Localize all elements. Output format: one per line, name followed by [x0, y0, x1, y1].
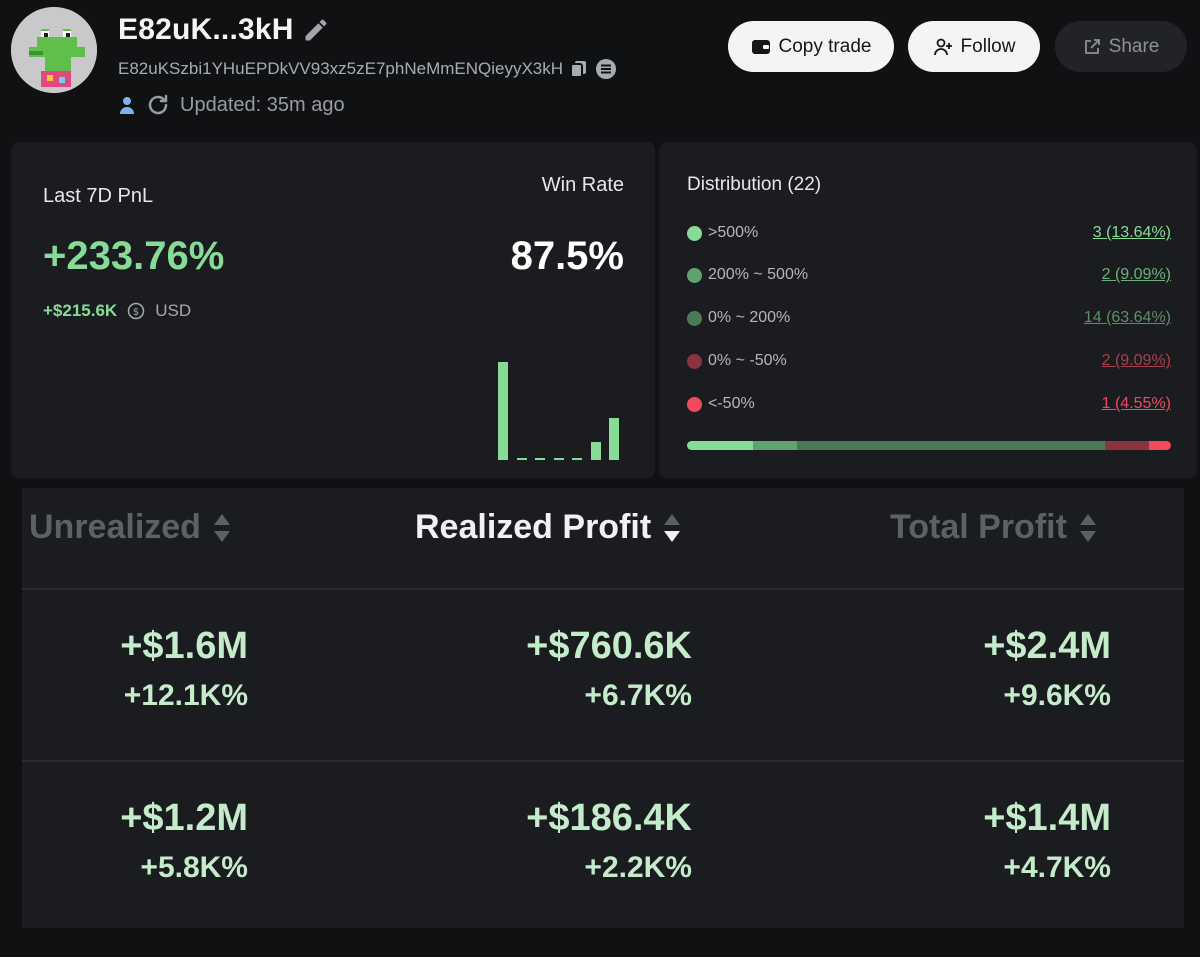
distribution-bar-segment [1149, 441, 1171, 450]
pnl-histogram-bar [572, 458, 582, 460]
pixel-frog-avatar-icon [11, 7, 97, 93]
distribution-label: >500% [708, 224, 759, 241]
distribution-title: Distribution (22) [687, 174, 822, 195]
table-cell-realized: +$186.4K +2.2K% [432, 794, 692, 888]
pnl-value: +233.76% [43, 234, 225, 278]
unrealized-header[interactable]: Unrealized [29, 508, 233, 547]
user-icon [120, 97, 134, 114]
currency-toggle-icon[interactable]: $ [127, 302, 145, 320]
unrealized-value: +$1.2M [120, 797, 248, 839]
refresh-icon[interactable] [146, 93, 170, 117]
distribution-row: >500% 3 (13.64%) [687, 224, 1171, 242]
table-cell-total: +$2.4M +9.6K% [851, 622, 1111, 716]
wallet-address: E82uKSzbi1YHuEPDkVV93xz5zE7phNeMmENQieyy… [118, 59, 564, 78]
distribution-value[interactable]: 2 (9.09%) [1101, 352, 1171, 369]
distribution-label: 0% ~ 200% [708, 309, 791, 326]
copy-trade-button[interactable]: Copy trade [728, 21, 894, 72]
share-label: Share [1108, 35, 1160, 57]
total-value: +$1.4M [983, 797, 1111, 839]
distribution-row: 0% ~ 200% 14 (63.64%) [687, 309, 1171, 327]
follow-button[interactable]: Follow [908, 21, 1040, 72]
distribution-label: 200% ~ 500% [708, 266, 809, 283]
distribution-dot-icon [687, 225, 702, 241]
distribution-row: <-50% 1 (4.55%) [687, 395, 1171, 413]
pnl-panel: Last 7D PnL +233.76% +$215.6K $ USD Win … [11, 142, 655, 478]
realized-profit-header[interactable]: Realized Profit [415, 508, 683, 547]
total-profit-header-label: Total Profit [890, 508, 1067, 546]
wallet-icon [751, 39, 770, 54]
realized-percent: +6.7K% [584, 679, 692, 712]
distribution-value[interactable]: 1 (4.55%) [1101, 395, 1171, 412]
distribution-value[interactable]: 2 (9.09%) [1101, 266, 1171, 283]
wallet-name: E82uK...3kH [118, 13, 294, 46]
total-percent: +4.7K% [1003, 851, 1111, 884]
unrealized-percent: +12.1K% [123, 679, 248, 712]
unrealized-header-label: Unrealized [29, 508, 201, 546]
pnl-histogram-bar [535, 458, 545, 460]
distribution-bar-segment [687, 441, 753, 450]
realized-value: +$760.6K [526, 625, 692, 667]
external-link-icon [1084, 38, 1100, 54]
distribution-value[interactable]: 3 (13.64%) [1092, 224, 1171, 241]
table-cell-unrealized: +$1.6M +12.1K% [0, 622, 248, 716]
distribution-dot-icon [687, 267, 702, 283]
pnl-histogram-bar [590, 442, 601, 460]
distribution-row: 200% ~ 500% 2 (9.09%) [687, 266, 1171, 284]
distribution-bar-segment [797, 441, 1105, 450]
solana-icon [596, 59, 617, 79]
win-rate-value: 87.5% [510, 234, 624, 278]
distribution-panel: Distribution (22) >500% 3 (13.64%) 200% … [659, 142, 1197, 478]
address-row: E82uKSzbi1YHuEPDkVV93xz5zE7phNeMmENQieyy… [118, 58, 617, 80]
unrealized-percent: +5.8K% [140, 851, 248, 884]
realized-value: +$186.4K [526, 797, 692, 839]
total-profit-header[interactable]: Total Profit [890, 508, 1099, 547]
distribution-bar-segment [753, 441, 797, 450]
table-cell-realized: +$760.6K +6.7K% [432, 622, 692, 716]
pnl-histogram [498, 354, 624, 460]
pnl-label: Last 7D PnL [43, 185, 154, 207]
table-cell-unrealized: +$1.2M +5.8K% [0, 794, 248, 888]
share-button[interactable]: Share [1055, 21, 1187, 72]
total-value: +$2.4M [983, 625, 1111, 667]
unrealized-value: +$1.6M [120, 625, 248, 667]
copy-icon[interactable] [569, 59, 589, 79]
table-divider [22, 588, 1184, 590]
distribution-bar [687, 441, 1171, 450]
distribution-dot-icon [687, 353, 702, 369]
pnl-histogram-bar [609, 418, 619, 460]
pnl-histogram-bar [498, 362, 508, 460]
profit-table: Unrealized Realized Profit Total Profit … [22, 488, 1184, 928]
sort-desc-icon [664, 513, 681, 542]
pnl-usd-row: +$215.6K $ USD [43, 301, 191, 321]
avatar [11, 7, 97, 93]
pnl-histogram-bar [516, 458, 527, 460]
updated-row: Updated: 35m ago [118, 93, 345, 117]
realized-profit-header-label: Realized Profit [415, 508, 652, 546]
sort-icon [1079, 513, 1096, 542]
total-percent: +9.6K% [1003, 679, 1111, 712]
pnl-currency: USD [155, 301, 192, 320]
pnl-usd-amount: +$215.6K [43, 301, 118, 320]
pnl-histogram-bar [553, 458, 564, 460]
copy-trade-label: Copy trade [778, 35, 872, 57]
follow-label: Follow [960, 35, 1016, 57]
win-rate-label: Win Rate [541, 174, 624, 196]
add-user-icon [933, 38, 952, 55]
distribution-row: 0% ~ -50% 2 (9.09%) [687, 352, 1171, 370]
distribution-bar-segment [1105, 441, 1149, 450]
wallet-name-row: E82uK...3kH [118, 13, 330, 47]
edit-pencil-icon[interactable] [302, 16, 330, 44]
updated-text: Updated: 35m ago [180, 93, 345, 116]
distribution-dot-icon [687, 396, 702, 412]
svg-text:$: $ [133, 307, 139, 318]
realized-percent: +2.2K% [584, 851, 692, 884]
distribution-value[interactable]: 14 (63.64%) [1083, 309, 1171, 326]
table-divider [22, 760, 1184, 762]
sort-icon [213, 513, 230, 542]
table-cell-total: +$1.4M +4.7K% [851, 794, 1111, 888]
distribution-dot-icon [687, 310, 702, 326]
distribution-label: <-50% [708, 395, 755, 412]
distribution-label: 0% ~ -50% [708, 352, 787, 369]
